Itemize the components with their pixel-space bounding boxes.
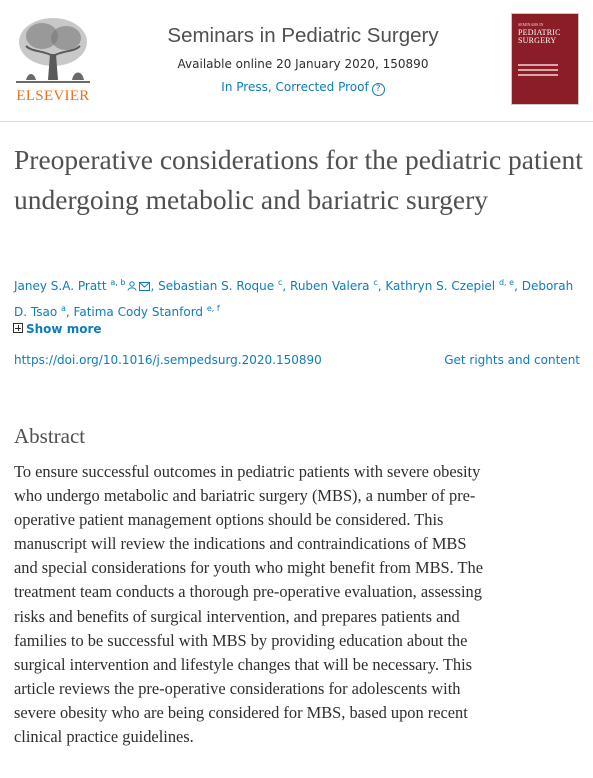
rights-link[interactable]: Get rights and content xyxy=(444,353,580,367)
elsevier-tree-icon xyxy=(12,14,94,88)
article-header: ELSEVIER Seminars in Pediatric Surgery A… xyxy=(0,0,593,120)
author-link[interactable]: Janey S.A. Pratt a, b xyxy=(14,278,151,293)
article-status[interactable]: In Press, Corrected Proof? xyxy=(120,80,486,96)
abstract-line: treatment team conducts a thorough pre-o… xyxy=(14,582,482,602)
abstract-line: clinical practice guidelines. xyxy=(14,727,194,747)
availability-date: Available online 20 January 2020, 150890 xyxy=(177,57,429,71)
article-status-label: In Press, Corrected Proof xyxy=(221,80,369,94)
abstract-body: To ensure successful outcomes in pediatr… xyxy=(14,460,581,749)
cover-decoration xyxy=(518,64,558,79)
article-title: Preoperative considerations for the pedi… xyxy=(14,144,583,215)
journal-cover-image[interactable]: SEMINARS IN PEDIATRIC SURGERY xyxy=(512,14,578,104)
cover-title-line1: PEDIATRIC xyxy=(518,28,561,37)
cover-small-text: SEMINARS IN xyxy=(518,22,544,27)
publisher-wordmark: ELSEVIER xyxy=(16,88,90,104)
abstract-line: families to be successful with MBS by pr… xyxy=(14,630,468,650)
abstract-line: who undergo metabolic and bariatric surg… xyxy=(14,486,476,506)
show-more-button[interactable]: Show more xyxy=(13,322,102,336)
abstract-line: operative patient management options sho… xyxy=(14,510,444,530)
email-icon xyxy=(139,277,151,298)
abstract-line: article reviews the pre-operative consid… xyxy=(14,678,461,698)
abstract-line: risks and benefits of surgical intervent… xyxy=(14,606,460,626)
doi-link[interactable]: https://doi.org/10.1016/j.sempedsurg.202… xyxy=(14,353,322,367)
author-link[interactable]: Deborah D. Tsao a xyxy=(14,279,574,319)
elsevier-tree-logo[interactable] xyxy=(12,14,94,104)
help-icon[interactable]: ? xyxy=(371,83,385,96)
author-link[interactable]: Fatima Cody Stanford e, f xyxy=(73,304,220,319)
plus-icon xyxy=(13,323,23,333)
abstract-line: and special considerations for youth who… xyxy=(14,558,484,578)
abstract-line: surgical intervention and lifestyle chan… xyxy=(14,654,473,674)
abstract-heading: Abstract xyxy=(14,424,86,448)
person-icon xyxy=(127,277,137,298)
cover-title-line2: SURGERY xyxy=(518,36,557,45)
abstract-line: To ensure successful outcomes in pediatr… xyxy=(14,462,481,481)
journal-title-link[interactable]: Seminars in Pediatric Surgery xyxy=(167,24,439,47)
abstract-line: severe obesity who are being considered … xyxy=(14,702,468,722)
abstract-line: manuscript will review the indications a… xyxy=(14,534,467,554)
header-divider xyxy=(0,121,593,122)
author-list: Janey S.A. Pratt a, b, Sebastian S. Roqu… xyxy=(14,278,574,319)
author-link[interactable]: Kathryn S. Czepiel d, e xyxy=(385,278,515,293)
author-link[interactable]: Ruben Valera c xyxy=(290,278,378,293)
author-link[interactable]: Sebastian S. Roque c xyxy=(158,278,283,293)
show-more-label: Show more xyxy=(26,322,102,336)
